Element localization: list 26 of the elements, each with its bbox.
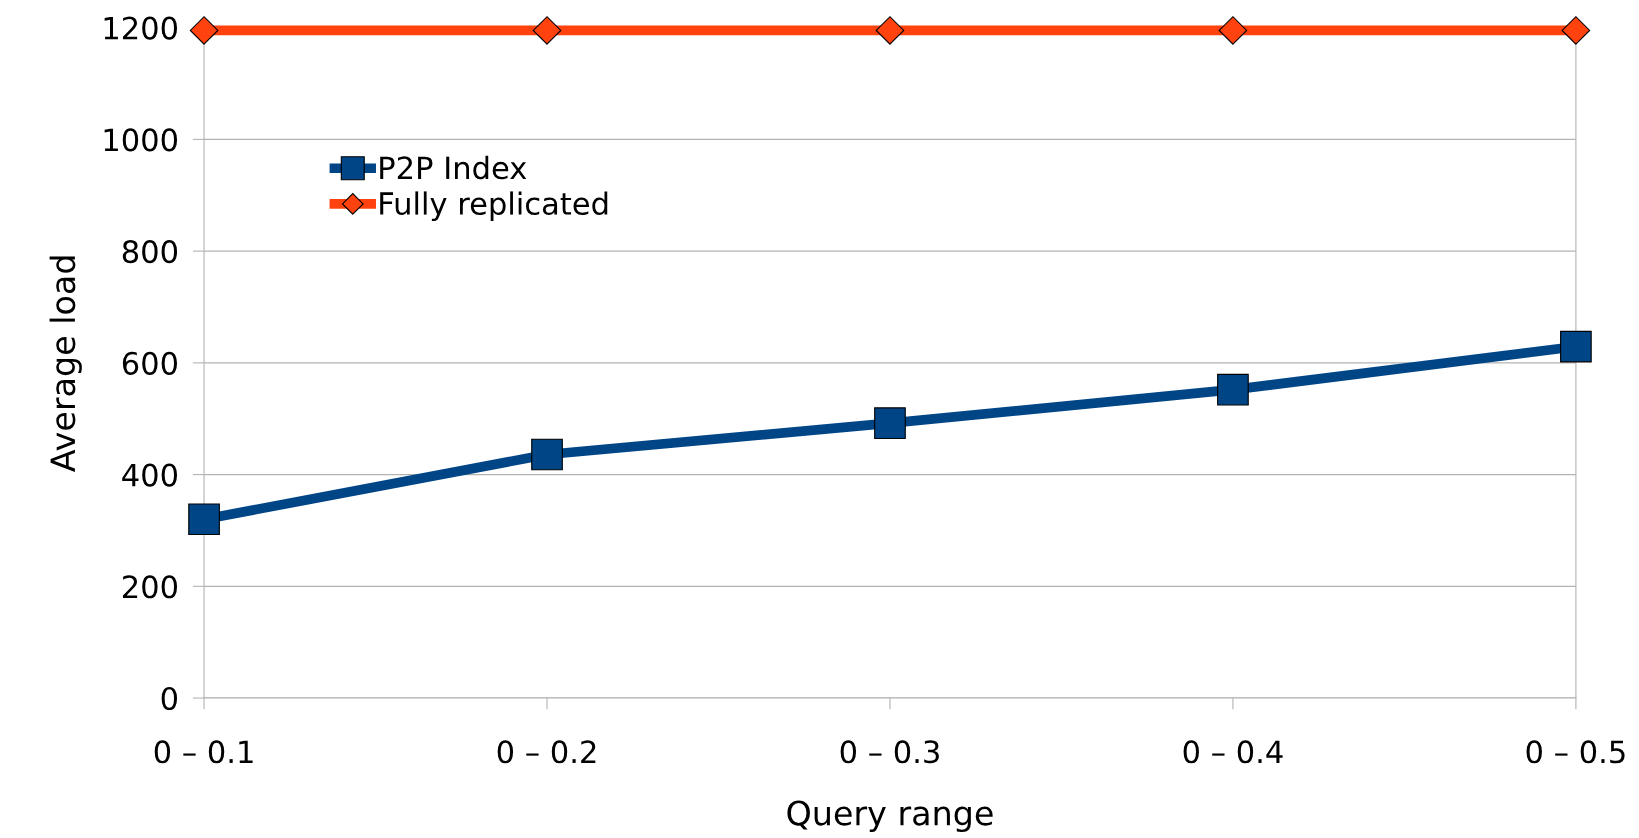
y-axis-title: Average load <box>49 256 82 472</box>
x-axis-title: Query range <box>787 800 993 833</box>
y-tick-label: 1200 <box>104 16 178 40</box>
y-tick-label: 0 <box>161 686 178 711</box>
legend-label: Fully replicated <box>380 191 608 221</box>
point <box>1560 330 1592 363</box>
point <box>874 407 906 440</box>
point <box>532 16 562 45</box>
point <box>1218 16 1248 45</box>
x-tick-label: 0 – 0.1 <box>154 740 253 764</box>
point <box>1561 16 1591 45</box>
point <box>531 438 563 471</box>
point <box>188 503 220 536</box>
point <box>189 16 219 45</box>
y-tick-label: 800 <box>122 240 178 264</box>
point <box>875 16 905 45</box>
y-tick-label: 400 <box>122 463 178 487</box>
x-tick-label: 0 – 0.2 <box>497 740 596 764</box>
point <box>1217 373 1249 406</box>
legend-label: P2P Index <box>380 155 527 180</box>
y-tick-label: 1000 <box>104 128 178 152</box>
y-tick-label: 600 <box>122 351 178 375</box>
y-tick-label: 200 <box>122 575 178 599</box>
x-tick-label: 0 – 0.4 <box>1183 740 1283 764</box>
x-tick-label: 0 – 0.5 <box>1526 740 1625 764</box>
x-tick-label: 0 – 0.3 <box>840 740 939 764</box>
